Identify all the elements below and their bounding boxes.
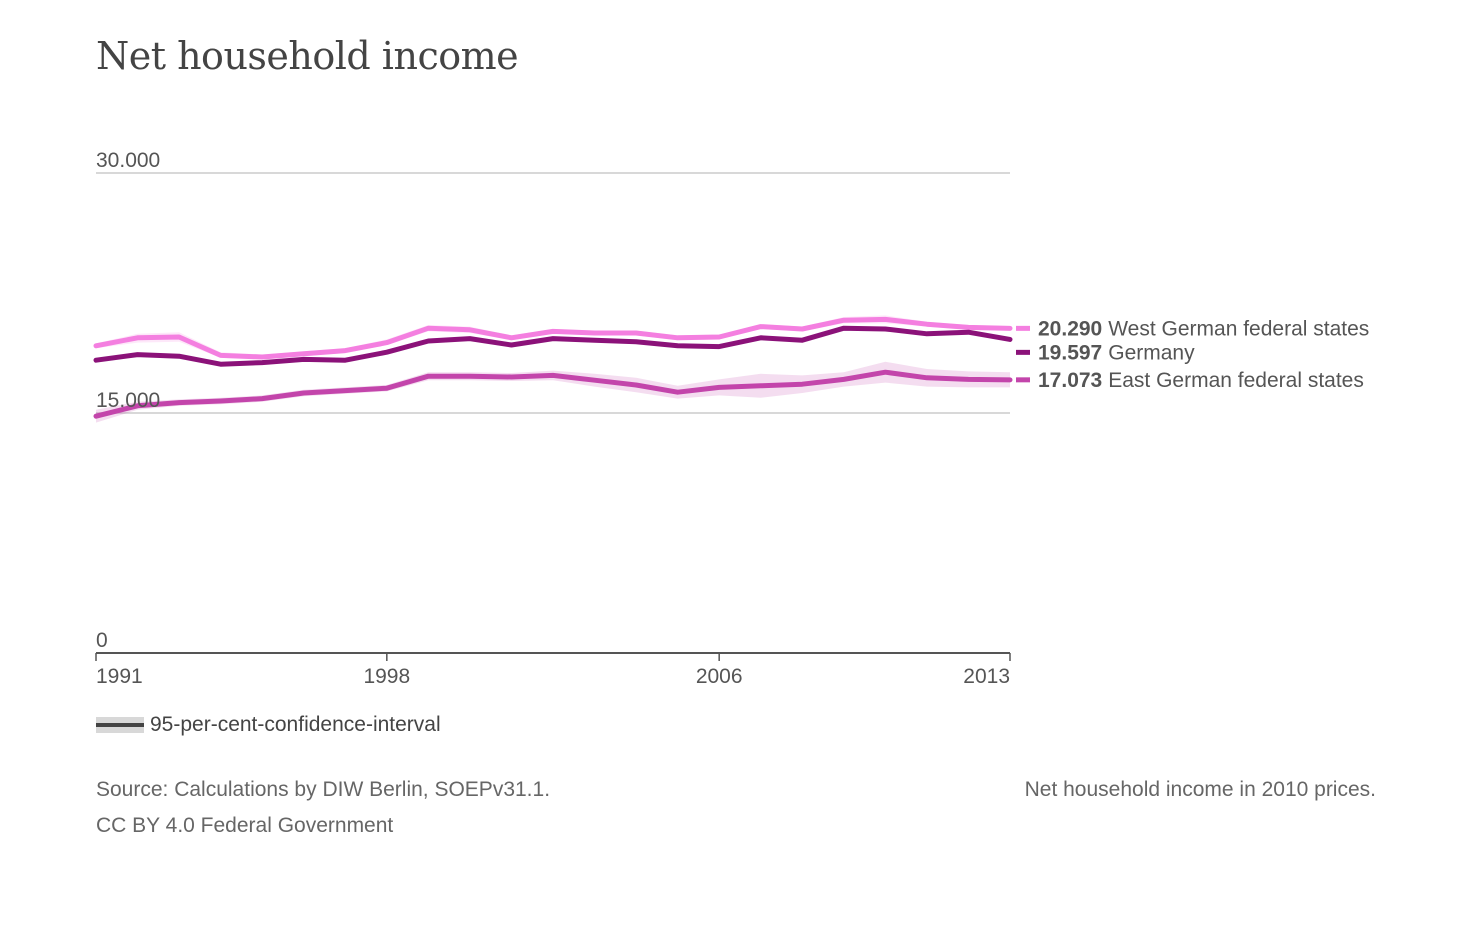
y-tick-label: 30.000	[96, 149, 160, 172]
series-end-label: 19.597 Germany	[1038, 341, 1195, 364]
x-tick-label: 2013	[963, 665, 1010, 688]
series-end-value: 17.073	[1038, 369, 1102, 392]
x-axis-layer: 0 15.000 30.000 1991 1998 2006 2013	[95, 149, 1011, 688]
series-end-value: 20.290	[1038, 317, 1102, 340]
y-tick-label: 0	[96, 629, 108, 652]
series-line	[93, 325, 1013, 367]
source-text: Source: Calculations by DIW Berlin, SOEP…	[96, 778, 551, 801]
series-line	[93, 316, 1013, 360]
x-tick-label: 1998	[363, 665, 410, 688]
footer-source-block: Source: Calculations by DIW Berlin, SOEP…	[96, 772, 550, 844]
series-end-label: 20.290 West German federal states	[1038, 317, 1369, 340]
confidence-interval-label: 95-per-cent-confidence-interval	[150, 713, 441, 736]
series-label-layer: 20.290 West German federal states 19.597 Ge…	[1016, 317, 1369, 392]
footer-note: Net household income in 2010 prices.	[1024, 778, 1376, 801]
confidence-interval-swatch	[96, 717, 144, 733]
series-name: Germany	[1108, 341, 1195, 364]
chart-title: Net household income	[96, 34, 519, 78]
license-text: CC BY 4.0 Federal Government	[96, 814, 394, 837]
x-tick-label: 1991	[96, 665, 143, 688]
series-name: East German federal states	[1108, 369, 1364, 392]
grid-layer	[96, 172, 1010, 654]
series-line-layer	[93, 316, 1013, 419]
series-end-value: 19.597	[1038, 341, 1102, 364]
x-tick-label: 2006	[696, 665, 743, 688]
series-name: West German federal states	[1108, 317, 1369, 340]
series-end-label: 17.073 East German federal states	[1038, 369, 1364, 392]
confidence-band	[96, 361, 1010, 423]
confidence-interval-legend: 95-per-cent-confidence-interval	[96, 712, 441, 738]
y-tick-label: 15.000	[96, 389, 160, 412]
series-line	[93, 369, 1013, 419]
